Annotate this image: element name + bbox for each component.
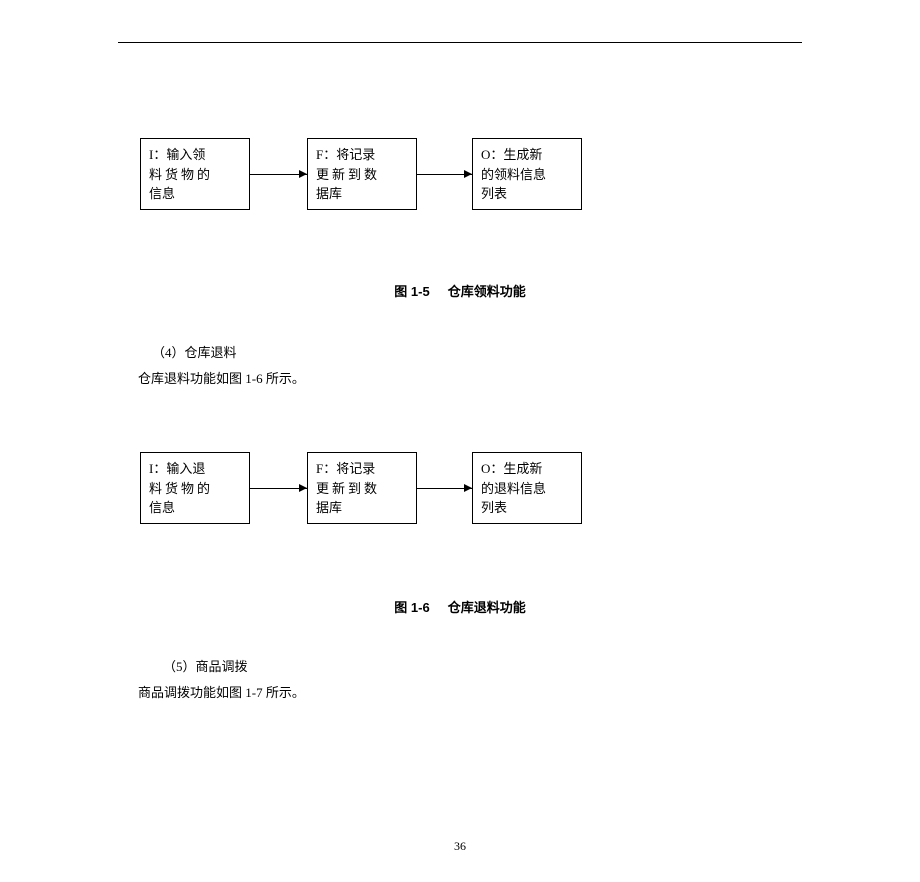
flow1-arrow-2-head: [464, 170, 472, 178]
caption-label: 图 1-6: [394, 600, 429, 615]
flow2-arrow-1-head: [299, 484, 307, 492]
flow2-node-input: I：输入退料货物的信息: [140, 452, 250, 524]
node-text: I：输入领料货物的信息: [149, 147, 213, 201]
flow1-node-input: I：输入领料货物的信息: [140, 138, 250, 210]
caption-label: 图 1-5: [394, 284, 429, 299]
page-number: 36: [0, 839, 920, 854]
node-text: O：生成新的领料信息列表: [481, 147, 546, 201]
section-5-body: 商品调拨功能如图 1-7 所示。: [138, 681, 305, 706]
flow1-arrow-1-head: [299, 170, 307, 178]
node-text: I：输入退料货物的信息: [149, 461, 213, 515]
section-4-body: 仓库退料功能如图 1-6 所示。: [138, 367, 305, 392]
node-text: F：将记录更新到数据库: [316, 147, 380, 201]
flow1-node-output: O：生成新的领料信息列表: [472, 138, 582, 210]
flow1-node-function: F：将记录更新到数据库: [307, 138, 417, 210]
caption-title: 仓库领料功能: [448, 284, 526, 299]
figure-caption-1-5: 图 1-5 仓库领料功能: [0, 281, 920, 300]
node-text: F：将记录更新到数据库: [316, 461, 380, 515]
caption-title: 仓库退料功能: [448, 600, 526, 615]
section-5-heading: （5）商品调拨: [163, 655, 248, 680]
flow2-node-function: F：将记录更新到数据库: [307, 452, 417, 524]
figure-caption-1-6: 图 1-6 仓库退料功能: [0, 597, 920, 616]
section-4-heading: （4）仓库退料: [152, 341, 237, 366]
header-rule: [118, 42, 802, 43]
node-text: O：生成新的退料信息列表: [481, 461, 546, 515]
flow2-arrow-2-head: [464, 484, 472, 492]
flow2-node-output: O：生成新的退料信息列表: [472, 452, 582, 524]
